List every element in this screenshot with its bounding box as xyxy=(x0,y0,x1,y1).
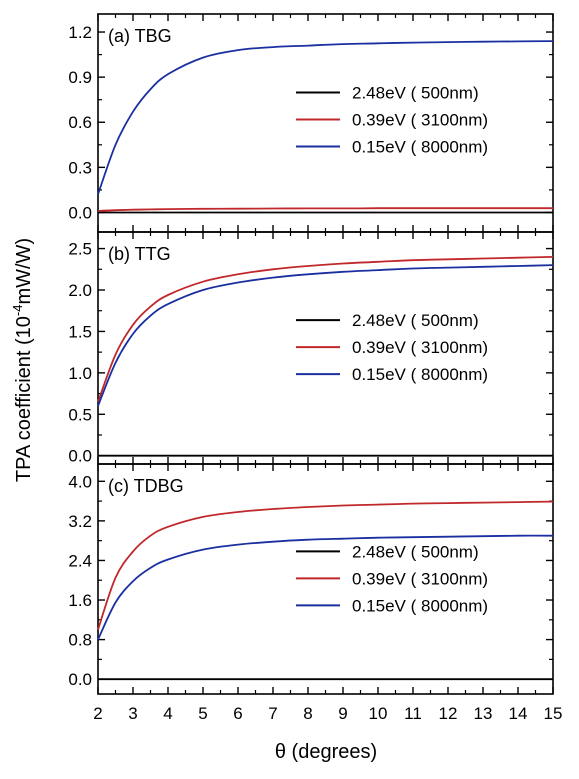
y-tick-label: 2.4 xyxy=(68,551,92,570)
legend-label-1: 0.39eV ( 3100nm) xyxy=(352,338,488,357)
y-tick-label: 0.5 xyxy=(68,405,92,424)
series-line-2 xyxy=(97,264,554,407)
y-tick-label: 0.8 xyxy=(68,631,92,650)
x-tick-label: 7 xyxy=(268,704,277,723)
x-tick-label: 4 xyxy=(163,704,172,723)
legend-label-0: 2.48eV ( 500nm) xyxy=(352,311,479,330)
y-axis-label: TPA coefficient (10-4mW/W) xyxy=(10,238,35,482)
x-tick-label: 2 xyxy=(93,704,102,723)
panel-0: 0.0 0.3 0.6 0.9 1.2 (a) TBG 2.48eV ( 500nm) 0.3… xyxy=(68,13,554,233)
y-tick-label: 1.0 xyxy=(68,364,92,383)
panel-title: (c) TDBG xyxy=(108,476,184,496)
y-axis-label-unit: mW/W) xyxy=(13,238,35,305)
y-tick-label: 0.3 xyxy=(68,158,92,177)
legend-label-2: 0.15eV ( 8000nm) xyxy=(352,596,488,615)
x-tick-label: 13 xyxy=(474,704,493,723)
x-tick-labels: 2 3 4 5 6 7 8 9 10 11 12 13 14 15 xyxy=(93,704,562,723)
y-tick-label: 1.6 xyxy=(68,591,92,610)
x-tick-label: 3 xyxy=(128,704,137,723)
x-tick-label: 12 xyxy=(439,704,458,723)
legend-label-1: 0.39eV ( 3100nm) xyxy=(352,110,488,129)
y-tick-label: 1.2 xyxy=(68,23,92,42)
y-tick-label: 0.0 xyxy=(68,670,92,689)
y-tick-label: 3.2 xyxy=(68,512,92,531)
x-axis-label: θ (degrees) xyxy=(275,741,377,763)
legend-label-0: 2.48eV ( 500nm) xyxy=(352,542,479,561)
y-tick-label: 0.0 xyxy=(68,203,92,222)
x-tick-label: 11 xyxy=(404,704,422,723)
series-line-1 xyxy=(97,500,554,630)
series-line-2 xyxy=(97,40,554,195)
y-tick-label: 2.5 xyxy=(68,240,92,259)
x-tick-label: 10 xyxy=(369,704,388,723)
y-tick-label: 0.9 xyxy=(68,68,92,87)
y-axis-label-exponent: -4 xyxy=(10,305,25,317)
y-tick-label: 0.0 xyxy=(68,447,92,466)
legend-label-0: 2.48eV ( 500nm) xyxy=(352,83,479,102)
legend-label-2: 0.15eV ( 8000nm) xyxy=(352,365,488,384)
panel-2: 0.0 0.8 1.6 2.4 3.2 4.0 (c) TDBG 2.48eV ( 500nm… xyxy=(68,463,554,695)
y-axis-label-main: TPA coefficient (10 xyxy=(13,316,35,482)
x-tick-label: 9 xyxy=(338,704,347,723)
series-line-2 xyxy=(97,534,554,640)
panel-1: 0.0 0.5 1.0 1.5 2.0 2.5 (b) TTG 2.48eV ( 500nm)… xyxy=(68,231,554,466)
panels: 0.0 0.3 0.6 0.9 1.2 (a) TBG 2.48eV ( 500nm) 0.3… xyxy=(68,13,562,723)
panel-title: (a) TBG xyxy=(108,26,172,46)
legend-label-1: 0.39eV ( 3100nm) xyxy=(352,569,488,588)
legend-label-2: 0.15eV ( 8000nm) xyxy=(352,137,488,156)
y-tick-label: 2.0 xyxy=(68,281,92,300)
panel-title: (b) TTG xyxy=(108,244,171,264)
y-tick-label: 4.0 xyxy=(68,472,92,491)
x-tick-label: 8 xyxy=(303,704,312,723)
y-tick-label: 1.5 xyxy=(68,322,92,341)
series-line-1 xyxy=(97,207,553,212)
x-tick-label: 14 xyxy=(509,704,528,723)
y-tick-label: 0.6 xyxy=(68,113,92,132)
x-tick-label: 15 xyxy=(544,704,563,723)
series-line-1 xyxy=(97,256,554,403)
x-tick-label: 5 xyxy=(198,704,207,723)
x-tick-label: 6 xyxy=(233,704,242,723)
